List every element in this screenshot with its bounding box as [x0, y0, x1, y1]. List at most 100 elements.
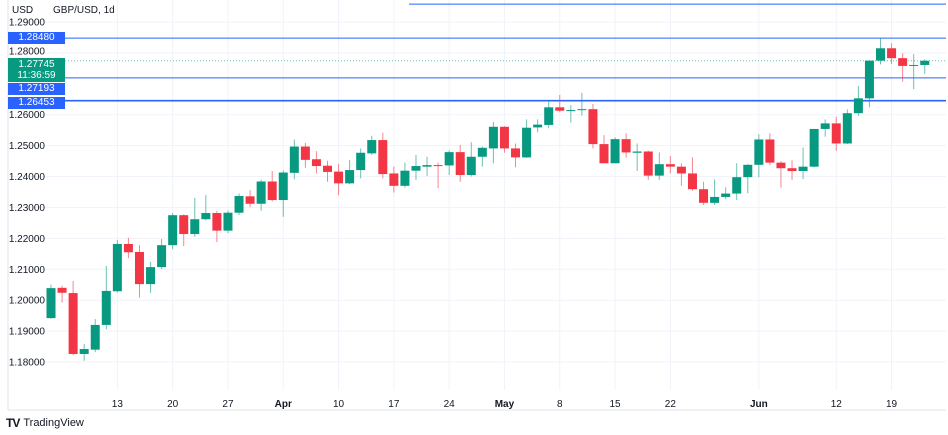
- candle-body: [101, 290, 111, 325]
- candle-body: [555, 107, 565, 111]
- candle-body: [90, 324, 100, 350]
- candle-body: [146, 267, 156, 285]
- candle: [599, 135, 609, 164]
- x-tick-label: 20: [167, 399, 179, 410]
- tradingview-logo[interactable]: TV TradingView: [6, 416, 84, 430]
- candle-body: [300, 146, 310, 160]
- current-price-label: 1.27745 11:36:59: [8, 58, 65, 82]
- candle: [920, 59, 930, 74]
- y-tick-label: 1.21000: [9, 265, 46, 276]
- candle: [820, 119, 830, 137]
- candle: [876, 38, 885, 65]
- candle: [765, 133, 775, 166]
- grid-lines: [7, 0, 946, 411]
- x-tick-label: 27: [222, 399, 234, 410]
- candle: [123, 237, 133, 259]
- tradingview-logo-text: TradingView: [23, 417, 84, 429]
- candle: [610, 137, 620, 164]
- tradingview-logo-icon: TV: [6, 416, 20, 430]
- candle-body: [57, 287, 67, 293]
- y-tick-label: 1.23000: [9, 203, 46, 214]
- candle: [864, 60, 874, 108]
- candle-body: [311, 159, 321, 167]
- candle-body: [345, 170, 355, 184]
- y-tick-label: 1.20000: [9, 296, 46, 307]
- candle: [898, 53, 908, 82]
- candle-body: [499, 126, 509, 149]
- candle-body: [123, 243, 133, 253]
- x-tick-label: 24: [444, 399, 456, 410]
- candle: [544, 99, 554, 129]
- candle-body: [179, 215, 189, 235]
- candle: [278, 170, 288, 217]
- candle-body: [488, 126, 498, 149]
- candle-body: [234, 196, 244, 213]
- candle-body: [267, 181, 277, 201]
- candle: [201, 195, 211, 221]
- candle: [566, 105, 576, 123]
- candle-body: [477, 147, 487, 157]
- x-tick-label: Apr: [275, 399, 292, 410]
- candle-body: [533, 124, 543, 128]
- y-tick-label: 1.22000: [9, 234, 46, 245]
- candle-body: [323, 165, 332, 172]
- candle: [57, 285, 67, 303]
- candle-body: [367, 140, 377, 154]
- candle-body: [588, 109, 598, 145]
- candle: [488, 121, 498, 164]
- y-tick-label: 1.18000: [9, 358, 46, 369]
- candle: [400, 162, 410, 188]
- x-tick-label: 17: [388, 399, 400, 410]
- candle-body: [511, 148, 521, 158]
- candle-body: [455, 152, 465, 176]
- candle-body: [422, 165, 432, 167]
- candle: [853, 85, 863, 116]
- candle-body: [444, 152, 454, 166]
- currency-label: USD: [12, 5, 34, 16]
- candle: [389, 166, 399, 193]
- candle: [743, 164, 753, 194]
- candle-body: [798, 166, 808, 171]
- candle: [300, 142, 310, 168]
- candle: [909, 54, 919, 90]
- candle: [234, 193, 244, 216]
- symbol-title[interactable]: GBP/USD, 1d: [53, 5, 115, 16]
- candle: [577, 92, 587, 116]
- level-label-3[interactable]: 1.26453: [8, 97, 65, 109]
- candle-body: [112, 243, 122, 292]
- candle-body: [134, 251, 144, 285]
- candle-body: [654, 164, 664, 176]
- candle: [256, 179, 266, 211]
- candle-body: [909, 64, 919, 66]
- x-tick-label: Jun: [750, 399, 768, 410]
- candle: [267, 170, 277, 202]
- y-tick-label: 1.19000: [9, 327, 46, 338]
- current-price: 1.27745: [18, 59, 55, 70]
- candle-countdown: 11:36:59: [17, 70, 56, 81]
- candle-body: [920, 60, 930, 65]
- candle: [798, 147, 808, 180]
- candle: [422, 156, 432, 176]
- level-label-2[interactable]: 1.27193: [8, 83, 65, 95]
- candle: [433, 162, 443, 189]
- candle-body: [566, 110, 576, 112]
- level-label-1[interactable]: 1.28480: [8, 32, 65, 44]
- candle-body: [378, 140, 388, 175]
- candle: [157, 238, 167, 270]
- candle-body: [699, 189, 709, 203]
- candle: [831, 116, 841, 151]
- y-tick-label: 1.24000: [9, 172, 46, 183]
- candle-body: [46, 288, 56, 319]
- candle: [90, 319, 100, 353]
- y-tick-label: 1.28000: [9, 47, 46, 58]
- candle: [378, 132, 388, 179]
- candle: [665, 156, 675, 174]
- candle: [444, 150, 454, 176]
- candle-body: [842, 113, 852, 144]
- candle-body: [621, 139, 631, 153]
- candle: [367, 135, 377, 155]
- candle-body: [687, 173, 697, 190]
- candle-body: [743, 164, 753, 178]
- candle: [356, 148, 366, 179]
